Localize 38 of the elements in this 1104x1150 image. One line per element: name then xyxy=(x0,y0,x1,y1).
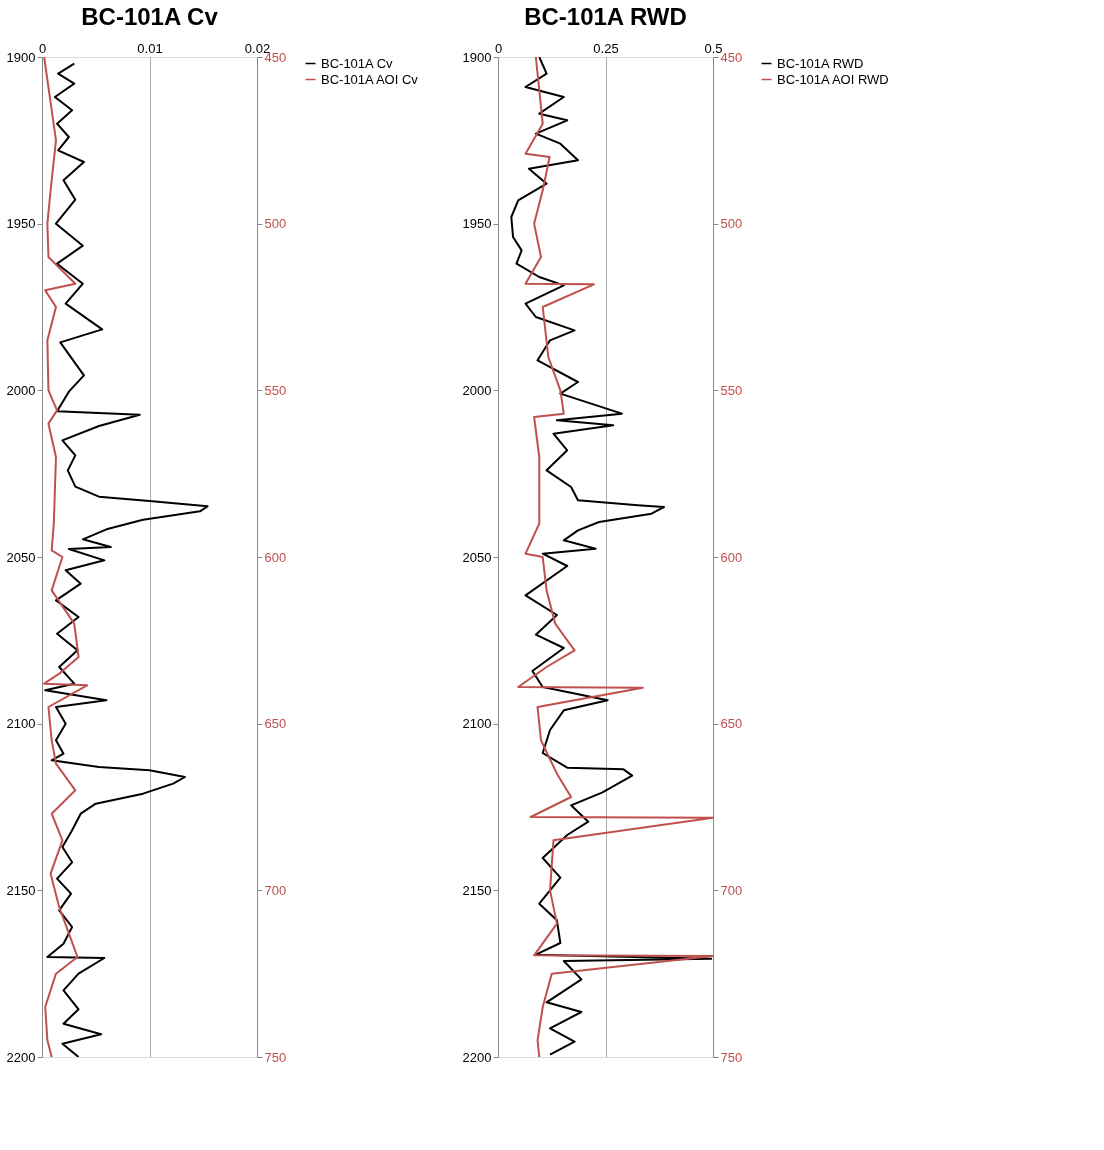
y-tick-label: 1950 xyxy=(462,216,492,232)
y2-tick-label: 650 xyxy=(264,716,287,732)
y2-tick-label: 750 xyxy=(264,1049,287,1065)
y-tick-label: 1900 xyxy=(6,49,36,65)
x-tick-label: 0 xyxy=(494,40,503,56)
y-tick-label: 2000 xyxy=(462,382,492,398)
chart-title: BC-101A Cv xyxy=(81,3,219,30)
y-tick-label: 2050 xyxy=(6,549,36,565)
y-tick-label: 1950 xyxy=(6,216,36,232)
y-tick-label: 2200 xyxy=(462,1049,492,1065)
y2-tick-label: 600 xyxy=(720,549,743,565)
x-tick-label: 0.01 xyxy=(137,40,163,56)
y2-tick-label: 750 xyxy=(720,1049,743,1065)
legend-label: BC-101A AOI Cv xyxy=(321,71,419,87)
legend-label: BC-101A Cv xyxy=(321,55,394,71)
chart-title: BC-101A RWD xyxy=(524,3,687,30)
y2-tick-label: 550 xyxy=(264,382,287,398)
y2-tick-label: 700 xyxy=(264,882,287,898)
x-tick-label: 0.25 xyxy=(593,40,619,56)
y-tick-label: 2050 xyxy=(462,549,492,565)
y-tick-label: 2150 xyxy=(462,882,492,898)
legend-label: BC-101A AOI RWD xyxy=(777,71,889,87)
x-tick-label: 0 xyxy=(38,40,47,56)
y2-tick-label: 700 xyxy=(720,882,743,898)
legend-label: BC-101A RWD xyxy=(777,55,864,71)
y-tick-label: 2200 xyxy=(6,1049,36,1065)
y2-tick-label: 550 xyxy=(720,382,743,398)
y-tick-label: 2150 xyxy=(6,882,36,898)
y2-tick-label: 600 xyxy=(264,549,287,565)
x-tick-label: 0.5 xyxy=(704,40,723,56)
y2-tick-label: 650 xyxy=(720,716,743,732)
y-tick-label: 2100 xyxy=(462,716,492,732)
y-tick-label: 1900 xyxy=(462,49,492,65)
y2-tick-label: 500 xyxy=(264,216,287,232)
y2-tick-label: 500 xyxy=(720,216,743,232)
line-series xyxy=(44,62,209,1057)
y-tick-label: 2100 xyxy=(6,716,36,732)
y-tick-label: 2000 xyxy=(6,382,36,398)
